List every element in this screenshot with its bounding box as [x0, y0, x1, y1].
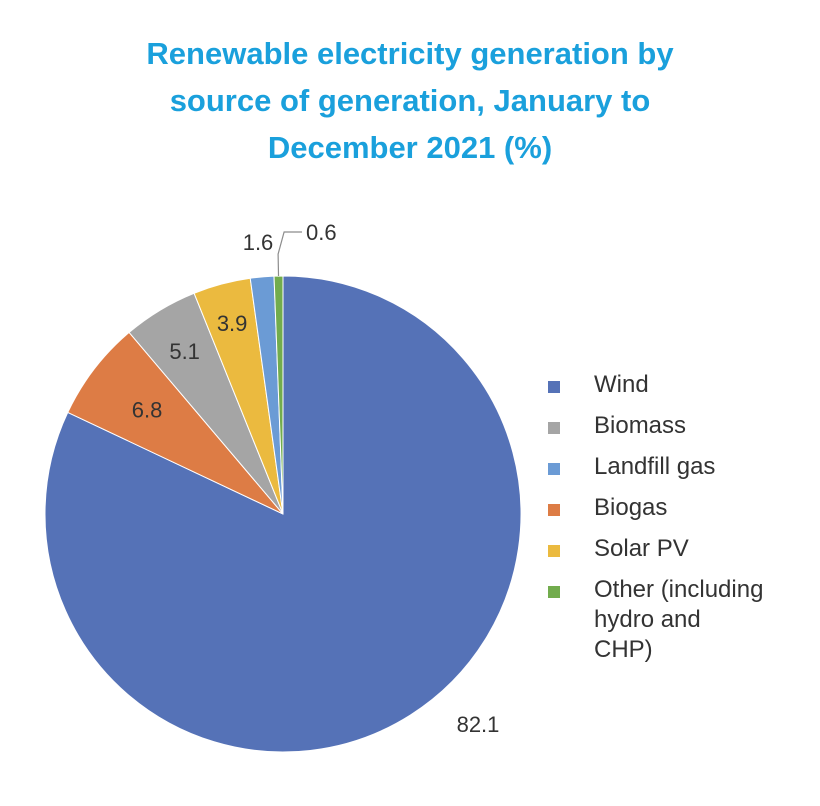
legend-swatch: [548, 463, 560, 475]
chart-title-line-2: source of generation, January to: [169, 83, 651, 118]
legend-item-other-including-hydro-and-chp: Other (including hydro and CHP): [548, 575, 820, 665]
legend-label-line: Landfill gas: [594, 453, 716, 480]
legend-label-line: CHP): [594, 636, 653, 663]
legend-swatch: [548, 586, 560, 598]
legend-label-line: Solar PV: [594, 535, 689, 562]
legend-item-biomass: Biomass: [548, 411, 820, 441]
leader-line-other-including-hydro-and-chp: [277, 231, 302, 277]
legend-swatch: [548, 545, 560, 557]
chart-legend: Wind Biomass Landfill gas Biogas Solar PV Oth…: [548, 370, 820, 676]
data-label-biogas: 6.8: [132, 398, 163, 423]
legend-label-line: Biogas: [594, 494, 668, 521]
chart-title: Renewable electricity generation by sour…: [80, 30, 740, 171]
chart-title-line-1: Renewable electricity generation by: [146, 36, 674, 71]
legend-label-line: Wind: [594, 371, 649, 398]
data-label-other-including-hydro-and-chp: 0.6: [306, 220, 337, 245]
data-label-solar-pv: 3.9: [217, 311, 248, 336]
legend-label: Other (including hydro and CHP): [548, 575, 820, 665]
legend-label: Biogas: [548, 493, 820, 523]
data-label-wind: 82.1: [457, 712, 500, 737]
legend-item-wind: Wind: [548, 370, 820, 400]
pie-data-labels: 82.1 6.8 5.1 3.9 1.6 0.6: [132, 220, 500, 737]
legend-label: Landfill gas: [548, 452, 820, 482]
legend-swatch: [548, 422, 560, 434]
legend-label-line: Other (including: [594, 576, 764, 603]
legend-swatch: [548, 504, 560, 516]
legend-label: Solar PV: [548, 534, 820, 564]
pie-slice-wind: [44, 275, 522, 753]
legend-label: Wind: [548, 370, 820, 400]
legend-item-biogas: Biogas: [548, 493, 820, 523]
legend-label-line: Biomass: [594, 412, 687, 439]
legend-swatch: [548, 381, 560, 393]
data-label-landfill-gas: 1.6: [243, 230, 274, 255]
legend-item-landfill-gas: Landfill gas: [548, 452, 820, 482]
pie-slice-other-including-hydro-and-chp: [273, 275, 284, 515]
legend-label: Biomass: [548, 411, 820, 441]
legend-label-line: hydro and: [594, 606, 701, 633]
pie-slices: [44, 275, 522, 753]
legend-item-solar-pv: Solar PV: [548, 534, 820, 564]
data-label-biomass: 5.1: [169, 339, 200, 364]
chart-title-line-3: December 2021 (%): [267, 130, 553, 165]
